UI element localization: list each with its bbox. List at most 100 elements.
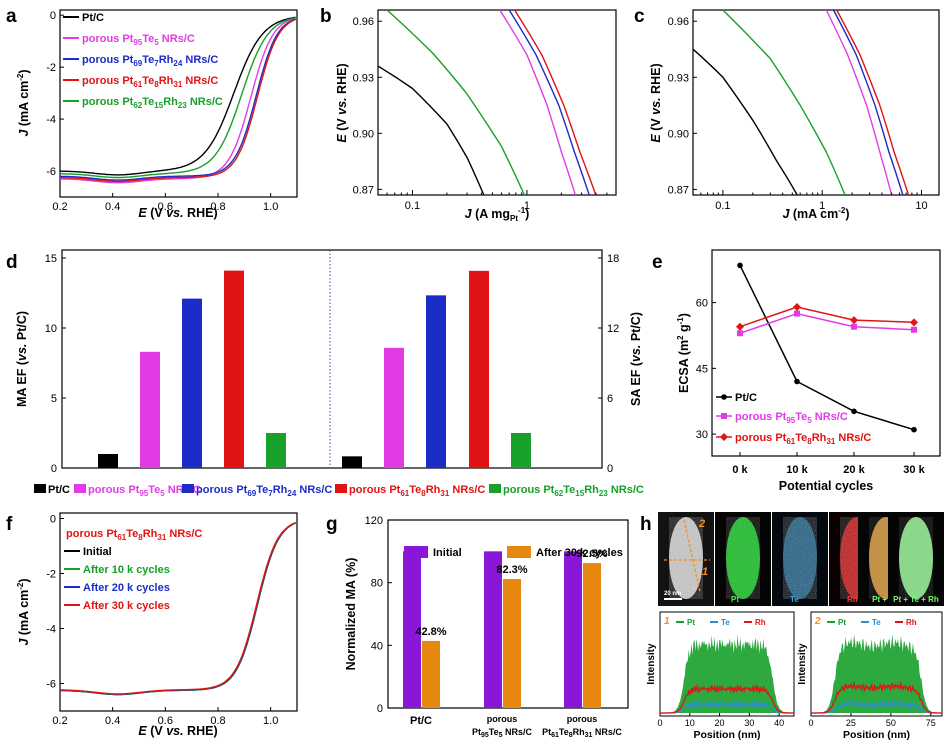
map-overlay-all-tile: Pt + Te + Rh <box>888 512 944 606</box>
g-ytick-label-0: 0 <box>377 703 383 715</box>
legend-swatch-pt62 <box>489 484 501 493</box>
b-ytick-label-3: 0.87 <box>353 184 374 196</box>
panel-c: 0.1 1 10 0.96 0.93 0.90 0.87 J (mA cm-2) E (V … <box>649 9 940 221</box>
panel-label-g: g <box>326 514 338 535</box>
legend-f-10k: After 10 k cycles <box>83 564 170 576</box>
c-curve-2 <box>825 9 893 196</box>
legend-e-marker-ptc <box>721 394 727 400</box>
panel-g-cat-ptc: Pt/C <box>410 715 432 727</box>
panel-e-line-1 <box>739 312 915 335</box>
panel-g-cat-pt61-l2: Pt61Te8Rh31 NRs/C <box>542 727 622 739</box>
profile-1-line-2 <box>660 684 794 714</box>
panel-c-ylabel: E (V vs. RHE) <box>649 63 663 142</box>
panel-b-frame <box>377 9 617 196</box>
profile-1-xtick-label-2: 20 <box>715 718 725 728</box>
a-curve-4 <box>60 17 296 179</box>
profile-1-xtick-label-0: 0 <box>657 718 662 728</box>
panel-e-point-0-2 <box>851 408 857 415</box>
profile-1-legend-2: Rh <box>755 618 766 627</box>
legend-e-marker-pt61 <box>720 433 728 441</box>
panel-f-curves <box>59 521 296 696</box>
e-ytick-label-2: 60 <box>696 298 708 310</box>
a-xtick-label-4: 1.0 <box>263 201 278 213</box>
e-xtick-label-2: 20 k <box>843 464 865 476</box>
d-ytick-left-label-1: 5 <box>51 393 57 405</box>
b-ytick-label-2: 0.90 <box>353 128 374 140</box>
legend-swatch-pt69 <box>182 484 194 493</box>
panel-g-data-label-1: 82.3% <box>496 564 527 576</box>
d-ytick-left-label-2: 10 <box>45 323 57 335</box>
panel-g-bars: 42.8% 82.3% 92.5% <box>403 548 608 708</box>
panel-g-data-label-2: 92.5% <box>576 548 607 560</box>
a-curve-0 <box>60 16 296 176</box>
panel-d-sa-bar-2 <box>426 295 446 468</box>
panel-f-xlabel: E (V vs. RHE) <box>138 724 217 738</box>
panel-d-ma-bar-4 <box>266 433 286 468</box>
c-ytick-label-1: 0.93 <box>668 72 689 84</box>
panel-e-point-1-1 <box>794 310 800 317</box>
b-curve-2 <box>499 9 577 196</box>
panel-label-e: e <box>652 252 663 273</box>
profile-2-marker: 2 <box>814 616 821 627</box>
map-label-te: Te <box>790 595 799 604</box>
map-label-rh: Rh <box>847 595 858 604</box>
panel-b: 0.1 10.960.930.900.87 J (A mgPt-1) E (V v… <box>335 9 617 223</box>
legend-d-pt62: porous Pt62Te15Rh23 NRs/C <box>503 484 644 498</box>
b-xtick-label-0: 0.1 <box>405 200 420 212</box>
panel-e-frame <box>711 249 941 457</box>
d-ytick-left-label-3: 15 <box>45 253 57 265</box>
panel-e-lines <box>736 262 918 433</box>
panel-d-sa-bar-4 <box>511 433 531 468</box>
panel-d-ma-bar-1 <box>140 351 160 468</box>
g-ytick-label-3: 120 <box>365 515 383 527</box>
legend-g-initial: Initial <box>433 547 462 559</box>
panel-f-ticks: 0.2 0.4 0.6 0.8 1.0 0 -2 -4 -6 <box>46 514 278 728</box>
haadf-image: 2 1 20 nm <box>658 512 714 606</box>
profile-1-xtick-label-4: 40 <box>774 718 784 728</box>
panel-d-ylabel-right: SA EF (vs. Pt/C) <box>629 312 643 406</box>
d-ytick-right-label-0: 0 <box>607 463 613 475</box>
panel-d-sa-bar-1 <box>384 347 404 468</box>
profile-2-ylabel: Intensity <box>797 643 808 685</box>
a-xtick-label-2: 0.6 <box>158 201 173 213</box>
e-ytick-label-0: 30 <box>696 429 708 441</box>
b-curve-3 <box>508 9 590 196</box>
legend-e-ptc: Pt/C <box>735 392 757 404</box>
panel-g-initial-bar-1 <box>484 551 502 708</box>
panel-c-xlabel: J (mA cm-2) <box>782 206 849 221</box>
legend-pt69: porous Pt69Te7Rh24 NRs/C <box>82 54 218 68</box>
b-xtick-label-1: 1 <box>524 200 530 212</box>
panel-label-f: f <box>6 514 13 535</box>
a-curve-1 <box>60 17 296 184</box>
panel-b-ticks: 0.1 1 0.96 0.93 0.90 0.87 <box>353 16 608 212</box>
f-xtick-label-4: 1.0 <box>263 715 278 727</box>
legend-f-20k: After 20 k cycles <box>83 582 170 594</box>
profile-1-ylabel: Intensity <box>646 643 657 685</box>
panel-g-cat-pt61-l1: porous <box>567 714 598 724</box>
map-pt: Pt <box>715 512 771 606</box>
e-ytick-label-1: 45 <box>696 363 708 375</box>
f-xtick-label-3: 0.8 <box>210 715 225 727</box>
legend-g-swatch-after <box>507 546 531 558</box>
legend-e-marker-pt95 <box>721 413 727 419</box>
panel-label-d: d <box>6 252 18 273</box>
panel-c-frame <box>692 9 940 196</box>
profile-2: 0 25 50 75 Position (nm) Intensity 2 Pt Te Rh <box>797 611 943 741</box>
profile-2-frame <box>810 611 943 717</box>
panel-b-ylabel: E (V vs. RHE) <box>335 63 349 142</box>
panel-label-c: c <box>634 6 645 27</box>
c-ytick-label-0: 0.96 <box>668 16 689 28</box>
legend-f-initial: Initial <box>83 546 112 558</box>
panel-e-xlabel: Potential cycles <box>779 479 874 493</box>
panel-d-frame <box>61 249 603 469</box>
panel-e: 0 k 10 k 20 k 30 k 30 45 60 Potential cycles E… <box>676 249 941 493</box>
panel-d: 0 5 10 15 0 6 12 18 MA EF (vs. Pt/C) SA EF (vs.… <box>15 249 644 498</box>
panel-g-ticks: 0 40 80 120 <box>365 515 392 715</box>
panel-e-ticks: 0 k 10 k 20 k 30 k 30 45 60 <box>696 298 926 476</box>
map-overlay-all-tile-grain <box>899 517 933 599</box>
c-xtick-label-2: 10 <box>915 200 927 212</box>
panel-c-ticks: 0.1 1 10 0.96 0.93 0.90 0.87 <box>668 16 928 212</box>
panel-g-after-bar-1 <box>503 579 521 708</box>
panel-g-initial-bar-2 <box>564 551 582 708</box>
panel-e-point-2-2 <box>850 316 858 325</box>
